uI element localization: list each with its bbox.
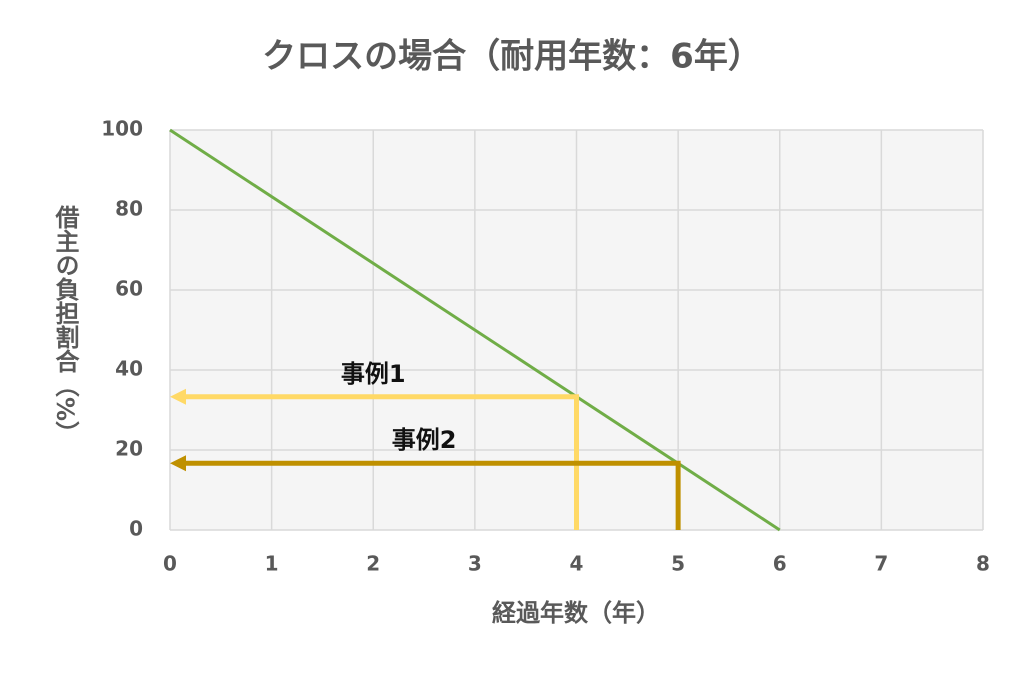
- x-tick-label: 6: [773, 552, 787, 576]
- x-tick-label: 5: [671, 552, 685, 576]
- x-axis-label: 経過年数（年）: [492, 599, 660, 627]
- x-tick-label: 2: [366, 552, 380, 576]
- y-axis-label: 借主の負担割合（%）: [51, 205, 80, 445]
- y-tick-label: 40: [115, 357, 143, 381]
- annotation-label: 事例1: [341, 360, 406, 388]
- x-tick-label: 4: [570, 552, 584, 576]
- x-tick-label: 0: [163, 552, 177, 576]
- y-tick-label: 0: [129, 517, 143, 541]
- arrow-head: [170, 388, 186, 405]
- x-tick-label: 1: [265, 552, 279, 576]
- x-tick-label: 8: [976, 552, 990, 576]
- chart-title: クロスの場合（耐用年数：6年）: [262, 37, 762, 77]
- x-tick-label: 3: [468, 552, 482, 576]
- y-tick-label: 20: [115, 437, 143, 461]
- y-tick-label: 100: [101, 117, 143, 141]
- annotation-label: 事例2: [392, 426, 457, 454]
- arrow-head: [170, 455, 186, 472]
- x-tick-label: 7: [874, 552, 888, 576]
- y-tick-label: 80: [115, 197, 143, 221]
- y-tick-label: 60: [115, 277, 143, 301]
